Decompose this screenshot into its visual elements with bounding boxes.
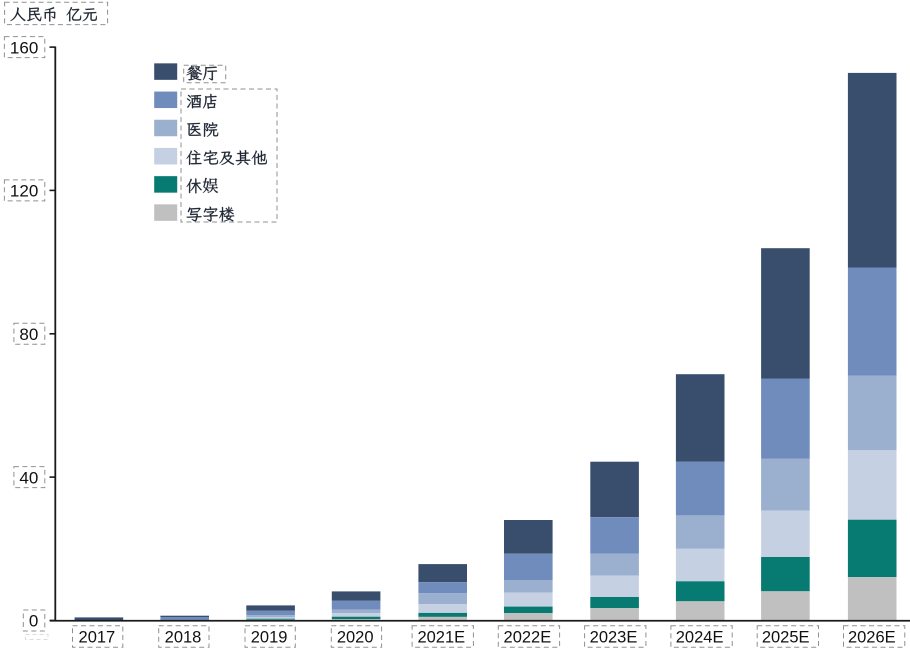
svg-text:0: 0 [29, 612, 38, 631]
svg-text:2020: 2020 [337, 628, 374, 646]
svg-text:2025E: 2025E [762, 628, 810, 646]
svg-text:2019: 2019 [251, 628, 288, 646]
svg-text:2026E: 2026E [848, 628, 896, 646]
svg-text:80: 80 [19, 325, 38, 344]
svg-text:160: 160 [10, 38, 38, 57]
svg-text:2021E: 2021E [417, 628, 465, 646]
svg-text:2023E: 2023E [590, 628, 638, 646]
svg-text:120: 120 [10, 182, 38, 201]
svg-text:2017: 2017 [79, 628, 116, 646]
svg-text:40: 40 [19, 468, 38, 487]
svg-text:2022E: 2022E [504, 628, 552, 646]
svg-text:2024E: 2024E [676, 628, 724, 646]
svg-text:2018: 2018 [165, 628, 202, 646]
